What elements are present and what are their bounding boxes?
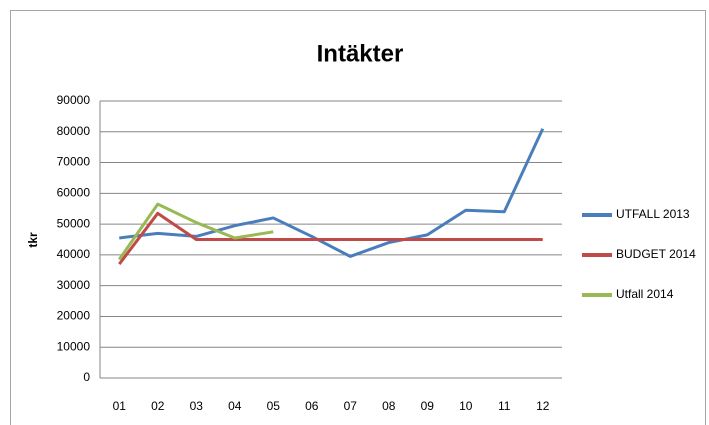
- x-tick-label: 08: [382, 399, 396, 413]
- y-tick-label: 10000: [57, 339, 91, 353]
- y-tick-label: 50000: [57, 216, 91, 230]
- x-tick-label: 02: [151, 399, 165, 413]
- y-tick-label: 70000: [57, 155, 91, 169]
- y-tick-label: 20000: [57, 309, 91, 323]
- y-tick-label: 0: [83, 370, 90, 384]
- y-tick-label: 40000: [57, 247, 91, 261]
- y-tick-label: 80000: [57, 124, 91, 138]
- x-tick-label: 09: [421, 399, 435, 413]
- x-tick-label: 01: [113, 399, 127, 413]
- x-tick-label: 12: [536, 399, 550, 413]
- legend-label: Utfall 2014: [616, 287, 674, 301]
- x-tick-label: 04: [228, 399, 242, 413]
- x-tick-label: 11: [498, 399, 511, 413]
- y-tick-label: 30000: [57, 278, 91, 292]
- chart-frame: [10, 10, 706, 425]
- y-axis-label: tkr: [26, 232, 40, 248]
- x-tick-label: 05: [267, 399, 281, 413]
- x-tick-label: 03: [190, 399, 204, 413]
- series-line: [118, 202, 274, 261]
- legend-label: BUDGET 2014: [616, 247, 696, 261]
- x-tick-label: 06: [305, 399, 319, 413]
- y-tick-label: 60000: [57, 186, 91, 200]
- y-tick-label: 90000: [57, 93, 91, 107]
- chart-title: Intäkter: [317, 40, 404, 67]
- x-tick-label: 07: [344, 399, 358, 413]
- legend-label: UTFALL 2013: [616, 207, 690, 221]
- x-tick-label: 10: [459, 399, 473, 413]
- series-line: [118, 211, 543, 266]
